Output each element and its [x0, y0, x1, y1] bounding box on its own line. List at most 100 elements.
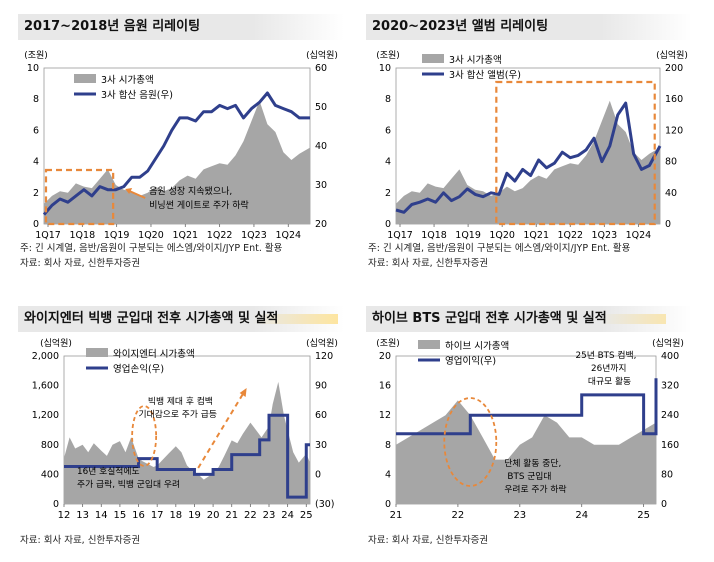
- left-tick-label: 2: [33, 188, 39, 199]
- left-tick-label: 1,600: [32, 381, 59, 392]
- left-tick-label: 6: [33, 125, 39, 136]
- left-tick-label: 4: [33, 157, 39, 168]
- right-tick-label: 40: [665, 188, 677, 199]
- chart-area-line: (조원) (십억원) 0 2 4 6 8 10 0 40 80 120 160 200 1Q17 1Q18 1Q…: [376, 49, 688, 241]
- x-tick-label: 1Q19: [104, 230, 130, 241]
- earnings-line: [395, 101, 662, 214]
- left-axis-unit: (십억원): [40, 337, 72, 349]
- annotation-text: 16년 호실적에도: [77, 465, 140, 477]
- right-tick-label: 50: [315, 102, 327, 113]
- earnings-step-line: [64, 413, 310, 499]
- right-tick-label: 60: [315, 63, 327, 74]
- legend-swatch-area: [74, 74, 96, 83]
- x-tick-label: 1Q24: [275, 230, 301, 241]
- x-tick-label: 19: [188, 510, 201, 521]
- market-cap-area: [64, 381, 310, 504]
- x-tick-label: 23: [513, 510, 526, 521]
- legend-label: 영업손익(우): [113, 363, 164, 375]
- annotation-text: 빅뱅 제대 후 컴백: [148, 395, 213, 407]
- x-tick-label: 21: [390, 510, 403, 521]
- left-tick-label: 8: [385, 440, 391, 451]
- chart-area-step: (십억원) (십억원) 0 400 800 1,200 1,600 2,000 (30) 0 30 6…: [32, 337, 338, 521]
- annotation-text: 주가 급락, 빅뱅 군입대 우려: [77, 478, 180, 490]
- left-tick-label: 6: [385, 125, 391, 136]
- right-axis-unit: (십억원): [306, 49, 338, 61]
- right-tick-label: 30: [315, 440, 327, 451]
- earnings-step-line: [396, 378, 658, 436]
- left-tick-label: 10: [27, 63, 39, 74]
- x-tick-label: 24: [281, 510, 294, 521]
- x-tick-label: 1Q23: [592, 230, 618, 241]
- annotation-text: 음원 성장 지속됐으나,: [149, 185, 232, 197]
- legend-swatch-area: [422, 54, 444, 63]
- right-tick-label: 0: [661, 499, 667, 510]
- annotation-text: 대규모 활동: [588, 375, 631, 387]
- x-tick-label: 1Q20: [138, 230, 164, 241]
- annotation-circle: [131, 405, 158, 467]
- annotation-text: BTS 군입대: [507, 471, 551, 482]
- left-tick-label: 1,200: [32, 410, 59, 421]
- annotation-text: 25년 BTS 컴백,: [576, 349, 637, 361]
- x-tick-label: 24: [575, 510, 588, 521]
- left-tick-label: 800: [41, 440, 59, 451]
- market-cap-area: [396, 100, 660, 224]
- annotation-text: 26년까지: [591, 363, 626, 374]
- left-tick-label: 0: [33, 219, 39, 230]
- x-tick-label: 17: [151, 510, 164, 521]
- left-axis-unit: (조원): [376, 50, 400, 61]
- x-tick-label: 13: [76, 510, 89, 521]
- right-tick-label: 120: [665, 125, 683, 136]
- x-tick-label: 18: [169, 510, 182, 521]
- chart-area-step: (조원) (십억원) 0 4 8 12 16 20 0 80 160 240 320 400 21 22 23 2…: [376, 337, 684, 521]
- legend-label: 3사 합산 앨범(우): [449, 70, 521, 81]
- panel-title: 2020~2023년 앨범 리레이팅: [366, 14, 692, 40]
- x-tick-label: 1Q23: [241, 230, 267, 241]
- panel-music-rerating: 2017~2018년 음원 리레이팅 (조원) (십억원) 0 2 4 6 8 10 20 30 4…: [18, 8, 348, 278]
- annotation-arrow: [197, 393, 244, 469]
- right-tick-label: 80: [665, 157, 677, 168]
- left-tick-label: 0: [385, 499, 391, 510]
- x-tick-label: 22: [452, 510, 465, 521]
- x-tick-label: 1Q18: [70, 230, 96, 241]
- source-note: 자료: 회사 자료, 신한투자증권: [368, 535, 489, 546]
- legend-label: 3사 시가총액: [101, 74, 154, 86]
- source-note: 자료: 회사 자료, 신한투자증권: [20, 258, 141, 269]
- legend-label: 영업이익(우): [445, 355, 496, 367]
- x-tick-label: 1Q17: [387, 230, 413, 241]
- legend-label: 3사 합산 음원(우): [101, 90, 173, 101]
- right-tick-label: 80: [661, 469, 673, 480]
- panel-title: 2017~2018년 음원 리레이팅: [18, 14, 344, 40]
- panel-hybe-bts: 하이브 BTS 군입대 전후 시가총액 및 실적 (조원) (십억원) 0 4 8 12 1…: [366, 300, 706, 558]
- x-tick-label: 1Q22: [557, 230, 583, 241]
- left-tick-label: 8: [33, 94, 39, 105]
- x-tick-label: 15: [114, 510, 127, 521]
- left-tick-label: 20: [379, 351, 391, 362]
- x-tick-label: 21: [225, 510, 238, 521]
- left-tick-label: 16: [379, 381, 391, 392]
- x-tick-label: 12: [58, 510, 71, 521]
- right-tick-label: 20: [315, 219, 327, 230]
- legend-label: 3사 시가총액: [449, 54, 502, 66]
- left-tick-label: 8: [385, 94, 391, 105]
- left-tick-label: 2: [385, 188, 391, 199]
- right-tick-label: (30): [315, 499, 335, 510]
- x-tick-label: 1Q21: [523, 230, 549, 241]
- x-tick-label: 25: [300, 510, 313, 521]
- annotation-arrowhead: [125, 188, 133, 194]
- legend-swatch-area: [418, 340, 440, 349]
- x-tick-label: 1Q21: [172, 230, 198, 241]
- left-tick-label: 4: [385, 469, 391, 480]
- earnings-line: [42, 91, 310, 216]
- legend-label: 와이지엔터 시가총액: [113, 348, 195, 360]
- highlight-box: [44, 168, 115, 226]
- right-axis-unit: (십억원): [306, 337, 338, 349]
- x-tick-label: 1Q17: [35, 230, 61, 241]
- left-tick-label: 10: [379, 63, 391, 74]
- x-tick-label: 22: [244, 510, 257, 521]
- x-tick-label: 1Q24: [626, 230, 652, 241]
- right-tick-label: 40: [315, 141, 327, 152]
- right-tick-label: 160: [661, 440, 679, 451]
- left-tick-label: 12: [379, 410, 391, 421]
- annotation-arrowhead: [239, 388, 247, 397]
- legend-label: 하이브 시가총액: [445, 340, 509, 352]
